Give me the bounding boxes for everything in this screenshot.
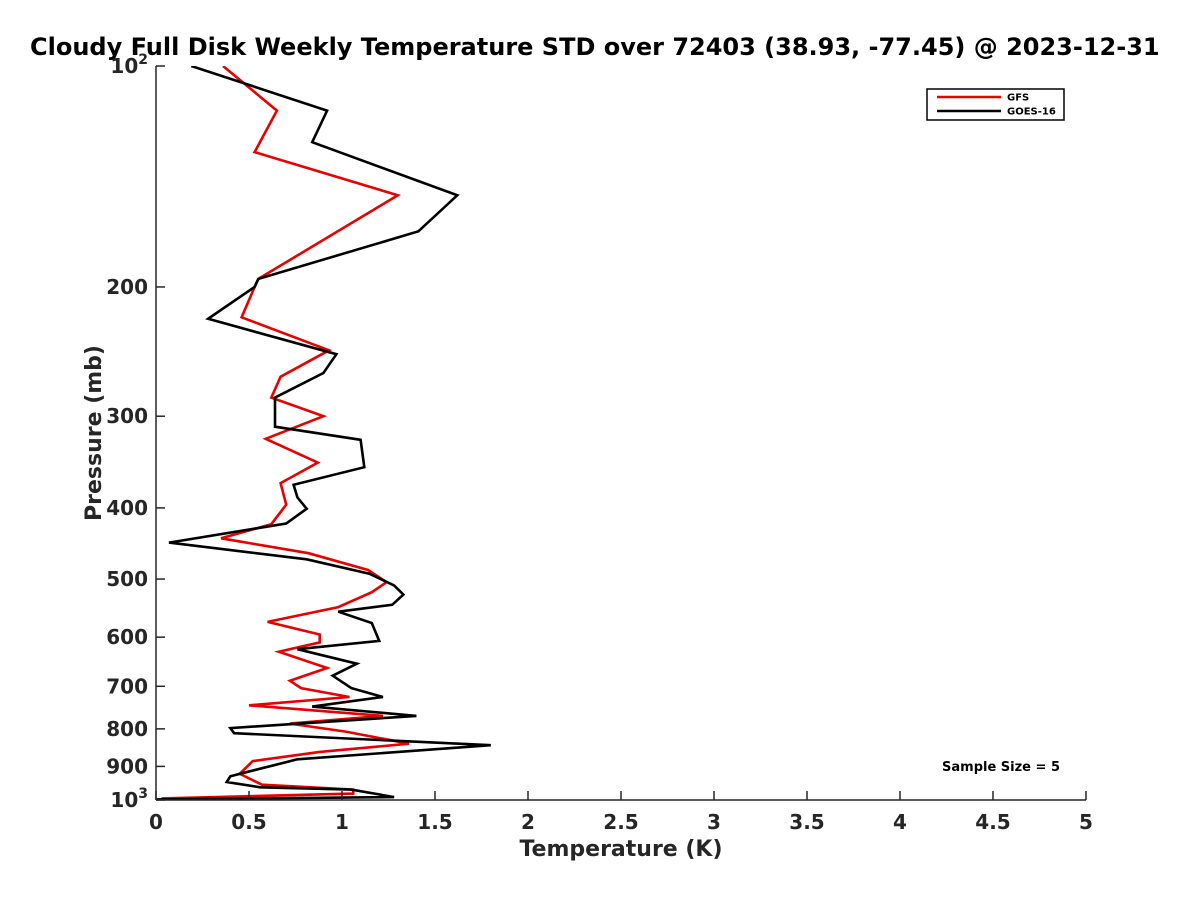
legend-box [926, 88, 1065, 121]
x-tick-label: 2 [521, 810, 535, 834]
y-tick-label: 102 [110, 52, 148, 78]
y-tick-label: 500 [106, 567, 148, 591]
x-tick-label: 3 [707, 810, 721, 834]
y-axis-label: Pressure (mb) [82, 345, 107, 521]
chart-title: Cloudy Full Disk Weekly Temperature STD … [30, 33, 1160, 61]
x-tick-label: 4 [893, 810, 907, 834]
y-tick-label: 300 [106, 404, 148, 428]
x-tick-label: 5 [1079, 810, 1093, 834]
x-ticks: 0 0.5 1 1.5 2 2.5 3 3.5 4 4.5 5 [149, 791, 1093, 834]
legend-label: GOES-16 [1007, 107, 1056, 118]
x-tick-label: 1.5 [417, 810, 452, 834]
y-tick-label: 103 [110, 786, 148, 812]
y-tick-label: 900 [106, 754, 148, 778]
axes [155, 66, 1086, 801]
x-tick-label: 1 [335, 810, 349, 834]
x-axis-label: Temperature (K) [519, 837, 722, 862]
y-tick-label: 600 [106, 625, 148, 649]
y-ticks: 102 200 300 400 500 600 700 800 900 103 [106, 52, 165, 812]
y-tick-label: 400 [106, 496, 148, 520]
x-tick-label: 0.5 [231, 810, 266, 834]
y-tick-label: 700 [106, 674, 148, 698]
legend-label: GFS [1007, 93, 1029, 104]
y-tick-label: 200 [106, 275, 148, 299]
sample-size-annotation: Sample Size = 5 [942, 760, 1060, 775]
x-tick-label: 0 [149, 810, 163, 834]
x-tick-label: 4.5 [975, 810, 1010, 834]
series-layer [156, 66, 491, 800]
x-tick-label: 2.5 [603, 810, 638, 834]
series-line-goes-16 [156, 66, 491, 800]
series-line-gfs [161, 66, 410, 800]
x-tick-label: 3.5 [789, 810, 824, 834]
y-tick-label: 800 [106, 717, 148, 741]
legend: GFS GOES-16 [926, 88, 1065, 121]
